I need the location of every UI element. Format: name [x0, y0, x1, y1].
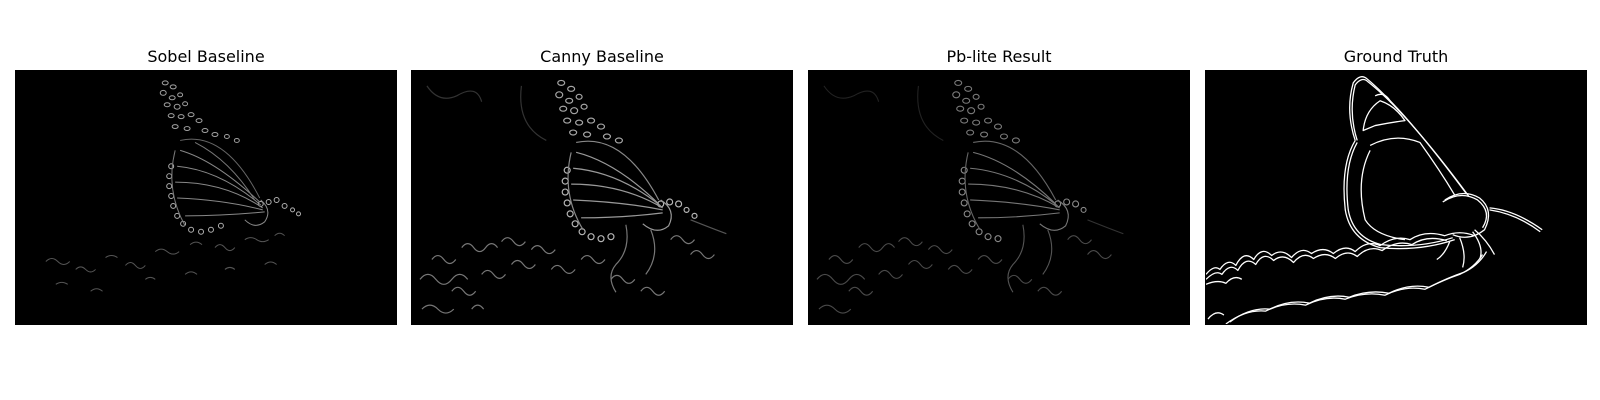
panel-title: Canny Baseline	[540, 47, 664, 66]
panel-title: Pb-lite Result	[946, 47, 1052, 66]
canny-edge-map-image	[411, 70, 793, 325]
panel-canny-baseline: Canny Baseline	[411, 44, 793, 325]
panel-sobel-baseline: Sobel Baseline	[15, 44, 397, 325]
panel-ground-truth: Ground Truth	[1205, 44, 1587, 325]
panel-title: Ground Truth	[1343, 47, 1449, 66]
panel-pb-lite-result: Pb-lite Result	[808, 44, 1190, 325]
panel-title: Sobel Baseline	[147, 47, 265, 66]
pb-lite-edge-map-image	[808, 70, 1190, 325]
ground-truth-edge-map-image	[1205, 70, 1587, 325]
sobel-edge-map-image	[15, 70, 397, 325]
